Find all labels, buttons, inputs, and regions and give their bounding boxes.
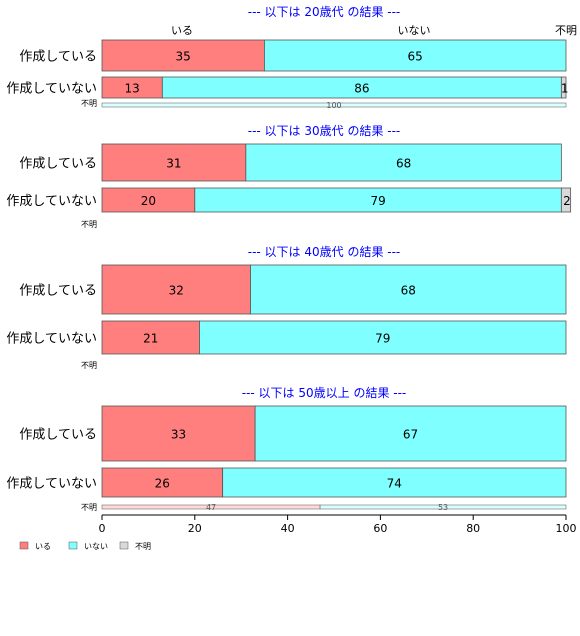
panel-title-2: --- 以下は 40歳代 の結果 --- [248,245,401,259]
row-label-0-1: 作成していない [6,82,97,97]
bar-segment-3-2-1 [319,504,567,510]
row-label-2-0: 作成している [19,284,97,299]
panel-title-1: --- 以下は 30歳代 の結果 --- [248,124,401,138]
bar-segment-2-0-1 [250,264,567,315]
x-tick-label-5: 100 [556,522,577,535]
bar-segment-3-0-0 [101,405,256,462]
bar-segment-1-0-0 [101,143,247,182]
legend-label-1: いない [84,542,108,551]
panel-title-3: --- 以下は 50歳以上 の結果 --- [242,386,407,400]
data-label-1-0-0: 31 [166,157,181,171]
bar-segment-1-0-1 [245,143,562,182]
row-label-2-1: 作成していない [6,332,97,347]
bar-segment-2-0-0 [101,264,251,315]
data-label-0-0-1: 65 [408,50,423,64]
column-header-1: いない [398,24,431,37]
legend-label-0: いる [35,542,51,551]
bar-segment-0-1-2 [560,76,567,99]
data-label-1-1-2: 2 [563,194,571,208]
data-label-3-0-0: 33 [171,428,186,442]
x-tick-label-3: 60 [373,522,387,535]
data-label-1-1-0: 20 [141,194,156,208]
bar-segment-3-0-1 [254,405,567,462]
column-header-2: 不明 [555,24,577,37]
data-label-3-0-1: 67 [403,428,418,442]
row-label-3-0: 作成している [19,428,97,443]
data-label-3-1-0: 26 [155,477,170,491]
data-label-0-1-1: 86 [354,82,369,96]
bar-segment-0-2-1 [101,102,567,108]
row-label-1-1: 作成していない [6,194,97,209]
row-label-1-0: 作成している [19,157,97,172]
bar-segment-0-0-1 [263,39,567,72]
row-label-0-2: 不明 [81,99,97,108]
data-label-0-1-2: 1 [561,82,569,96]
data-label-2-1-0: 21 [143,332,158,346]
data-label-2-0-0: 32 [169,284,184,298]
bar-segment-1-1-1 [194,187,562,213]
bar-segment-0-0-0 [101,39,265,72]
bar-segment-2-1-0 [101,320,200,355]
row-label-3-2: 不明 [81,503,97,512]
legend-swatch-1 [68,541,78,550]
data-label-2-1-1: 79 [375,332,390,346]
data-label-1-1-1: 79 [370,194,385,208]
row-label-2-2: 不明 [81,361,97,370]
row-label-0-0: 作成している [19,50,97,65]
bar-segment-3-1-0 [101,467,224,498]
data-label-0-2-1: 100 [326,101,341,110]
data-label-3-2-0: 47 [206,503,216,512]
bar-segment-2-1-1 [199,320,567,355]
x-tick-label-0: 0 [99,522,106,535]
legend-label-2: 不明 [135,542,151,551]
bar-segment-3-1-1 [222,467,567,498]
column-header-0: いる [171,24,193,37]
bar-segment-1-1-2 [560,187,572,213]
data-label-3-1-1: 74 [387,477,402,491]
data-label-0-0-0: 35 [176,50,191,64]
row-label-1-2: 不明 [81,220,97,229]
panel-title-0: --- 以下は 20歳代 の結果 --- [248,5,401,19]
data-label-1-0-1: 68 [396,157,411,171]
x-tick-label-4: 80 [466,522,480,535]
data-label-2-0-1: 68 [401,284,416,298]
x-tick-label-2: 40 [281,522,295,535]
data-label-3-2-1: 53 [438,503,448,512]
x-tick-label-1: 20 [188,522,202,535]
legend-swatch-0 [19,541,29,550]
row-label-3-1: 作成していない [6,477,97,492]
legend-swatch-2 [119,541,129,550]
data-label-0-1-0: 13 [125,82,140,96]
